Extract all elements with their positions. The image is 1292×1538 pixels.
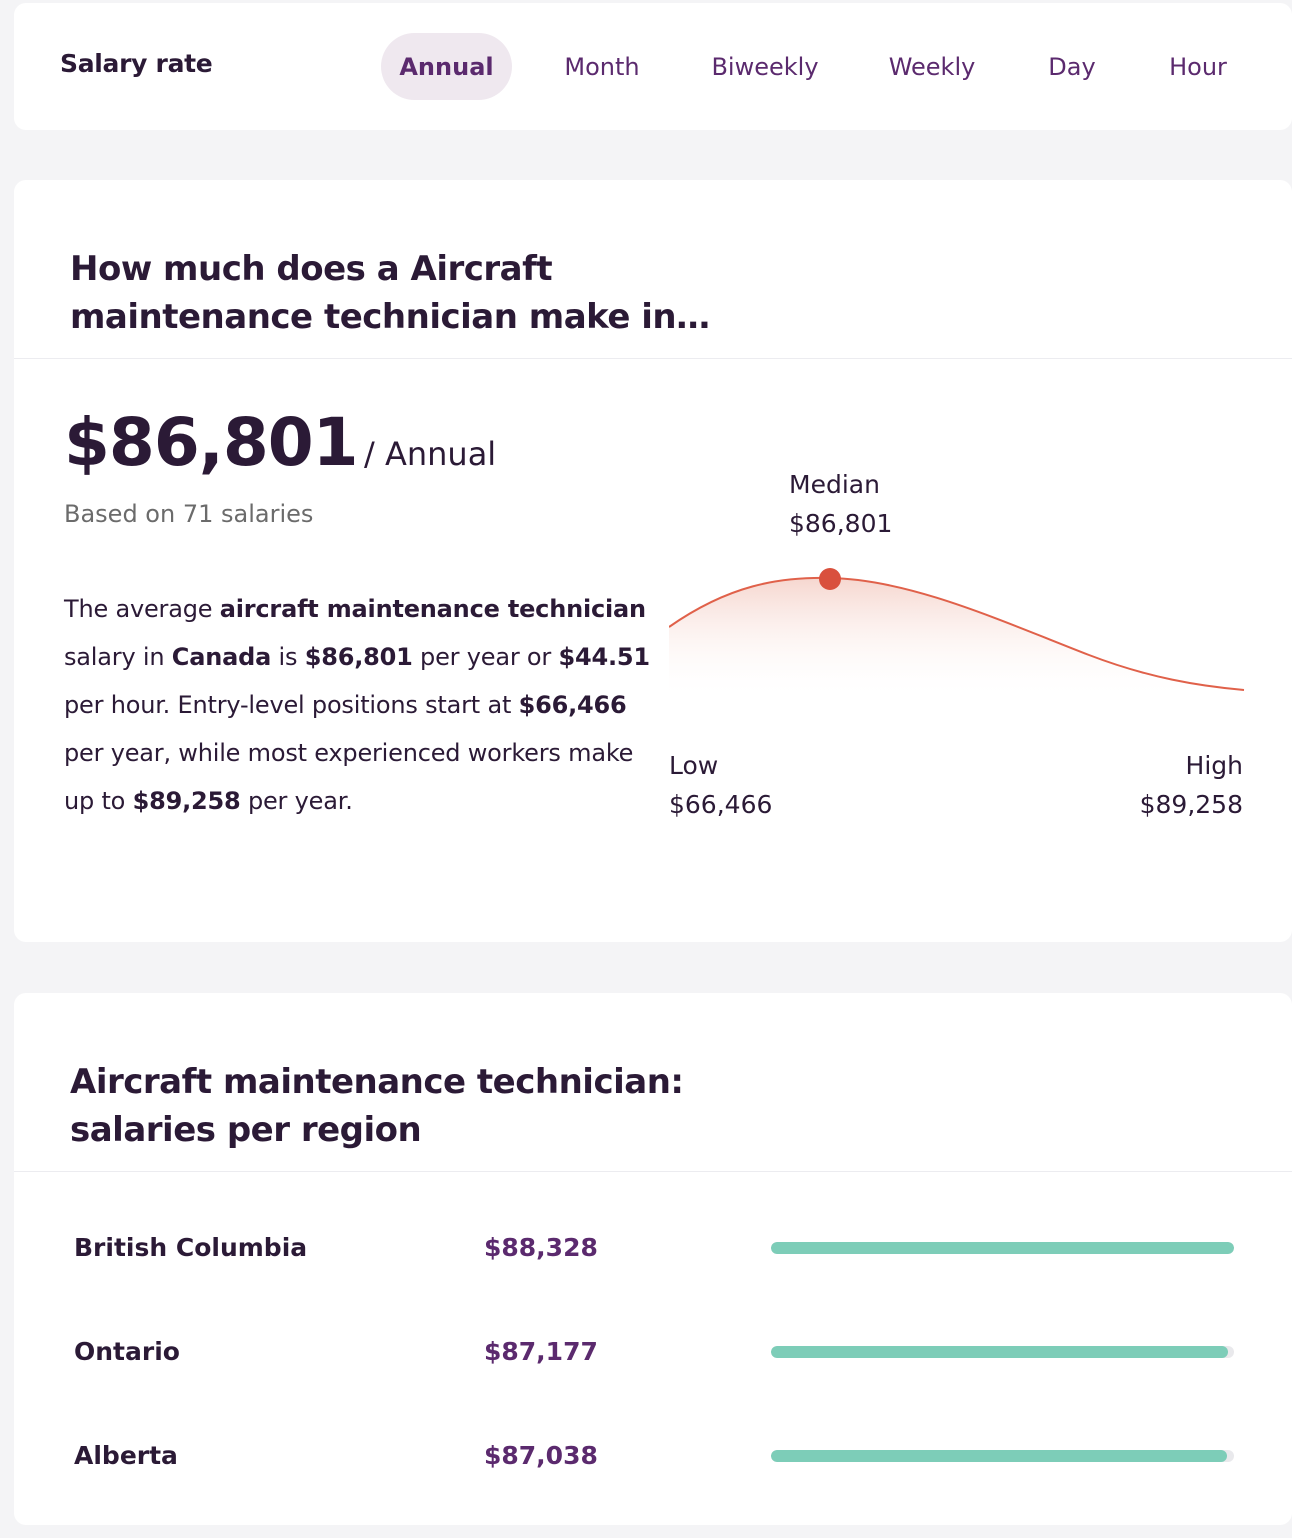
region-salary: $87,038 (484, 1441, 598, 1470)
low-label: Low (669, 751, 719, 780)
tab-weekly[interactable]: Weekly (888, 52, 976, 81)
salaries-per-region-card: Aircraft maintenance technician: salarie… (14, 993, 1292, 1525)
median-value: $86,801 (789, 509, 893, 538)
summary-title: How much does a Aircraft maintenance tec… (70, 249, 710, 337)
salary-summary-card: How much does a Aircraft maintenance tec… (14, 180, 1292, 942)
salary-distribution-chart (669, 560, 1249, 820)
region-name: Ontario (74, 1337, 180, 1366)
low-value: $66,466 (669, 790, 773, 819)
region-salary: $87,177 (484, 1337, 598, 1366)
tab-day[interactable]: Day (1048, 52, 1096, 81)
divider (14, 1171, 1292, 1172)
tab-biweekly[interactable]: Biweekly (711, 52, 819, 81)
region-bar-fill (771, 1346, 1228, 1358)
region-bar-fill (771, 1450, 1228, 1462)
tab-month[interactable]: Month (564, 52, 640, 81)
region-section-title: Aircraft maintenance technician: salarie… (70, 1062, 684, 1150)
distribution-area (669, 577, 1244, 700)
high-label: High (1185, 751, 1243, 780)
list-item[interactable]: British Columbia $88,328 (14, 1218, 1292, 1278)
tab-annual[interactable]: Annual (381, 33, 512, 100)
distribution-line (669, 576, 1245, 691)
high-value: $89,258 (1139, 790, 1243, 819)
salary-period: / Annual (364, 435, 497, 473)
region-bar (771, 1450, 1234, 1462)
distribution-curve (669, 568, 1245, 700)
median-marker (819, 568, 841, 590)
salary-description: The average aircraft maintenance technic… (64, 595, 650, 815)
salary-count: Based on 71 salaries (64, 500, 314, 528)
region-name: Alberta (74, 1441, 178, 1470)
divider (14, 358, 1292, 359)
region-salary: $88,328 (484, 1233, 598, 1262)
median-salary-value: $86,801 (64, 404, 359, 481)
region-name: British Columbia (74, 1233, 308, 1262)
list-item[interactable]: Alberta $87,038 (14, 1426, 1292, 1486)
region-bar (771, 1242, 1234, 1254)
salary-rate-selector: Salary rate Annual Month Biweekly Weekly… (14, 3, 1292, 130)
list-item[interactable]: Ontario $87,177 (14, 1322, 1292, 1382)
region-bar (771, 1346, 1234, 1358)
region-bar-fill (771, 1242, 1234, 1254)
salary-rate-label: Salary rate (60, 49, 213, 78)
median-label: Median (789, 470, 880, 499)
tab-hour[interactable]: Hour (1169, 52, 1227, 81)
